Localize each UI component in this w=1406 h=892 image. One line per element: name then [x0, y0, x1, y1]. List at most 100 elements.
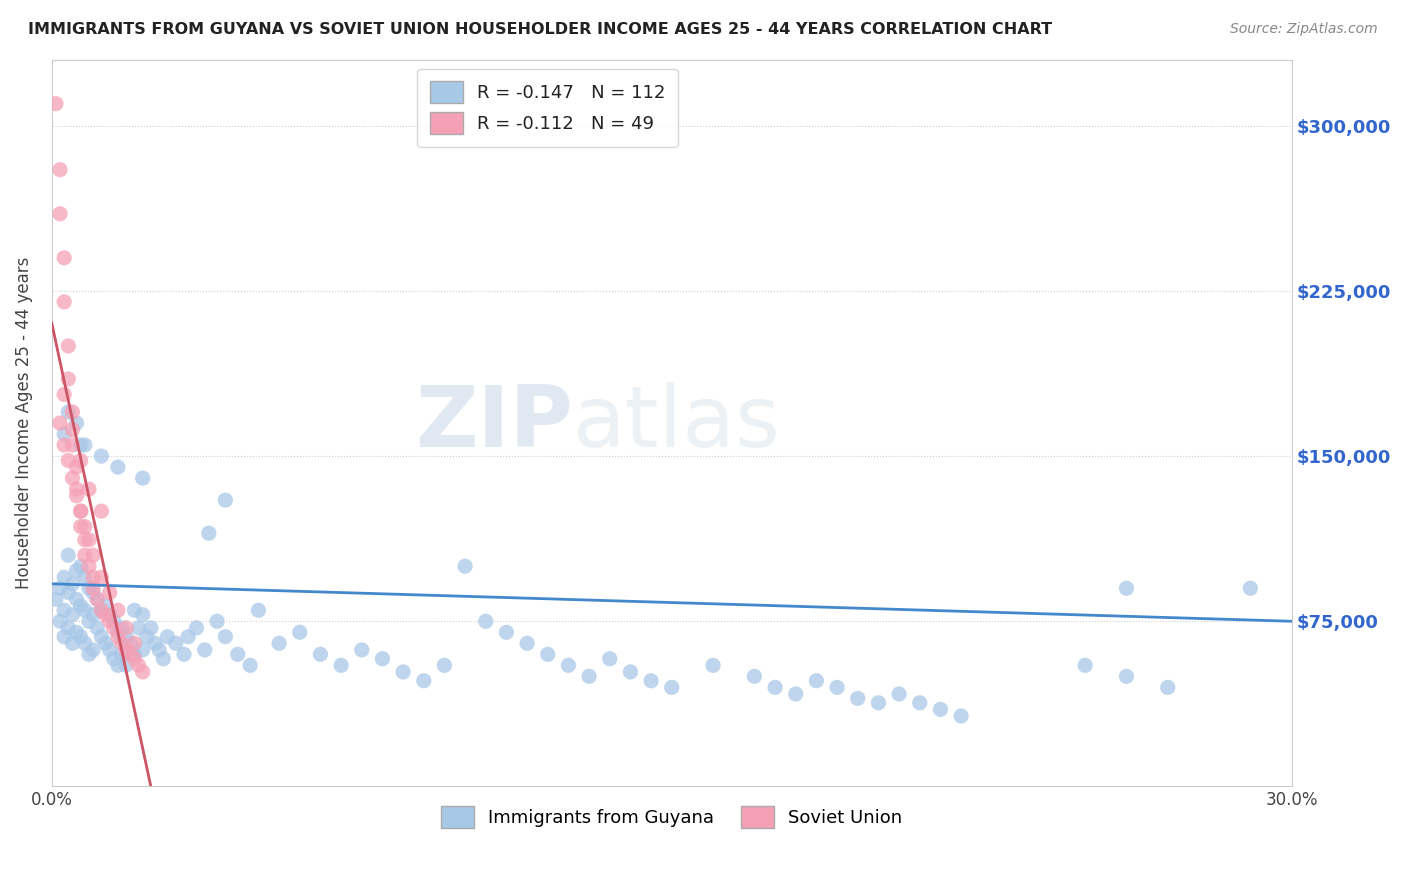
Point	[49, 581, 72, 595]
Point	[98, 615, 121, 629]
Point	[330, 658, 353, 673]
Point	[107, 603, 129, 617]
Point	[49, 162, 72, 177]
Point	[107, 658, 129, 673]
Point	[90, 570, 112, 584]
Point	[77, 581, 100, 595]
Point	[124, 651, 146, 665]
Point	[58, 548, 80, 562]
Point	[131, 607, 153, 622]
Point	[288, 625, 311, 640]
Point	[69, 504, 91, 518]
Point	[107, 630, 129, 644]
Point	[661, 681, 683, 695]
Point	[90, 504, 112, 518]
Point	[205, 615, 228, 629]
Point	[194, 643, 217, 657]
Point	[454, 559, 477, 574]
Point	[49, 615, 72, 629]
Point	[139, 621, 162, 635]
Point	[65, 460, 87, 475]
Point	[53, 438, 76, 452]
Point	[131, 665, 153, 679]
Point	[214, 493, 236, 508]
Point	[267, 636, 290, 650]
Point	[908, 696, 931, 710]
Point	[53, 294, 76, 309]
Point	[77, 559, 100, 574]
Point	[702, 658, 724, 673]
Text: IMMIGRANTS FROM GUYANA VS SOVIET UNION HOUSEHOLDER INCOME AGES 25 - 44 YEARS COR: IMMIGRANTS FROM GUYANA VS SOVIET UNION H…	[28, 22, 1052, 37]
Y-axis label: Householder Income Ages 25 - 44 years: Householder Income Ages 25 - 44 years	[15, 257, 32, 590]
Point	[309, 648, 332, 662]
Point	[1157, 681, 1180, 695]
Point	[82, 643, 104, 657]
Point	[86, 621, 108, 635]
Point	[86, 592, 108, 607]
Point	[82, 570, 104, 584]
Point	[98, 585, 121, 599]
Text: ZIP: ZIP	[415, 382, 572, 465]
Point	[226, 648, 249, 662]
Point	[825, 681, 848, 695]
Text: atlas: atlas	[572, 382, 780, 465]
Point	[73, 533, 96, 547]
Point	[785, 687, 807, 701]
Point	[107, 460, 129, 475]
Point	[58, 585, 80, 599]
Point	[120, 648, 142, 662]
Point	[77, 533, 100, 547]
Point	[45, 96, 67, 111]
Point	[49, 416, 72, 430]
Point	[45, 592, 67, 607]
Point	[495, 625, 517, 640]
Point	[53, 630, 76, 644]
Point	[90, 603, 112, 617]
Point	[77, 648, 100, 662]
Point	[62, 636, 84, 650]
Point	[73, 519, 96, 533]
Point	[950, 709, 973, 723]
Point	[1239, 581, 1261, 595]
Point	[128, 621, 150, 635]
Point	[131, 471, 153, 485]
Point	[474, 615, 496, 629]
Point	[846, 691, 869, 706]
Point	[929, 702, 952, 716]
Point	[90, 630, 112, 644]
Point	[198, 526, 221, 541]
Point	[77, 615, 100, 629]
Point	[371, 651, 394, 665]
Point	[65, 625, 87, 640]
Point	[62, 471, 84, 485]
Point	[186, 621, 208, 635]
Point	[94, 636, 117, 650]
Point	[62, 405, 84, 419]
Point	[58, 405, 80, 419]
Point	[111, 648, 134, 662]
Point	[69, 453, 91, 467]
Point	[111, 636, 134, 650]
Point	[73, 636, 96, 650]
Point	[86, 592, 108, 607]
Point	[65, 416, 87, 430]
Point	[53, 427, 76, 442]
Point	[69, 599, 91, 613]
Point	[65, 592, 87, 607]
Point	[131, 643, 153, 657]
Point	[806, 673, 828, 688]
Point	[69, 438, 91, 452]
Point	[53, 603, 76, 617]
Point	[115, 630, 138, 644]
Point	[135, 630, 157, 644]
Point	[90, 603, 112, 617]
Point	[103, 621, 125, 635]
Point	[103, 615, 125, 629]
Point	[53, 251, 76, 265]
Point	[744, 669, 766, 683]
Point	[98, 643, 121, 657]
Text: Source: ZipAtlas.com: Source: ZipAtlas.com	[1230, 22, 1378, 37]
Point	[90, 449, 112, 463]
Point	[73, 438, 96, 452]
Point	[58, 621, 80, 635]
